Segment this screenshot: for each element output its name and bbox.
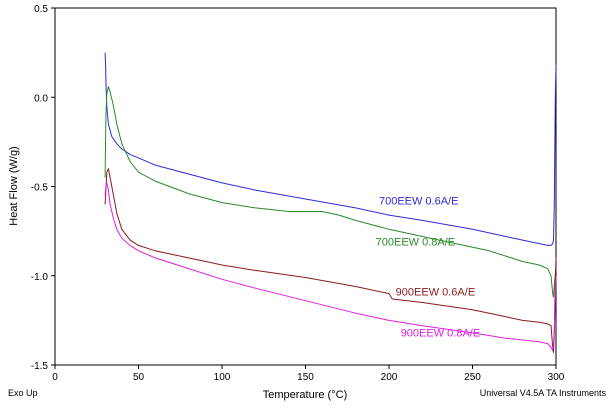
y-tick-label: 0.0	[34, 93, 48, 104]
x-axis-ticks: 0 50 100 150 200 250 300	[52, 365, 565, 383]
instrument-label: Universal V4.5A TA Instruments	[480, 388, 607, 398]
y-tick-label: -0.5	[31, 183, 49, 194]
series-label-4: 900EEW 0.8A/E	[401, 327, 481, 339]
y-tick-label: -1.0	[31, 272, 49, 283]
y-tick-label: -1.5	[31, 361, 49, 372]
series-label-3: 900EEW 0.6A/E	[396, 286, 476, 298]
x-tick-label: 200	[381, 372, 398, 383]
x-tick-label: 150	[297, 372, 314, 383]
exo-up-label: Exo Up	[8, 388, 38, 398]
series-labels: 700EEW 0.6A/E 700EEW 0.8A/E 900EEW 0.6A/E 9…	[376, 195, 481, 339]
x-tick-label: 50	[133, 372, 145, 383]
y-axis-label: Heat Flow (W/g)	[8, 146, 20, 225]
x-tick-label: 100	[214, 372, 231, 383]
series-line-2	[104, 86, 557, 298]
series-line-1	[104, 52, 557, 246]
series-lines	[104, 52, 557, 353]
series-line-4	[104, 182, 557, 352]
x-axis-label: Temperature (°C)	[263, 389, 347, 401]
series-label-2: 700EEW 0.8A/E	[376, 236, 456, 248]
y-tick-label: 0.5	[34, 4, 48, 15]
x-tick-label: 300	[548, 372, 565, 383]
x-tick-label: 250	[464, 372, 481, 383]
series-label-1: 700EEW 0.6A/E	[379, 195, 459, 207]
y-axis-ticks: 0.5 0.0 -0.5 -1.0 -1.5	[31, 4, 55, 372]
x-tick-label: 0	[52, 372, 58, 383]
series-line-3	[104, 168, 557, 353]
